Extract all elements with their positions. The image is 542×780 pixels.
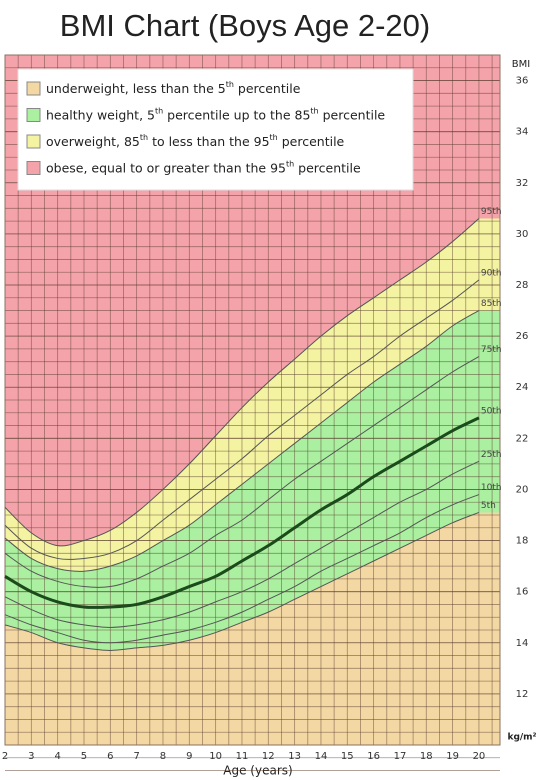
plot-frame: [4, 54, 501, 746]
legend-swatch: [26, 134, 41, 149]
y-tick-label: 16: [516, 587, 529, 598]
x-tick-label: 17: [394, 751, 407, 762]
percentile-line: [4, 511, 480, 651]
x-tick-label: 20: [473, 751, 486, 762]
chart-title: BMI Chart (Boys Age 2-20): [60, 8, 430, 43]
y-tick-label: 24: [516, 382, 529, 393]
percentile-label: 10th: [481, 483, 502, 493]
x-tick-label: 13: [288, 751, 301, 762]
percentile-label: 75th: [481, 345, 502, 355]
x-tick-label: 10: [209, 751, 222, 762]
legend-entry: underweight, less than the 5th percentil…: [46, 80, 301, 96]
x-tick-label: 4: [54, 751, 60, 762]
legend: underweight, less than the 5th percentil…: [17, 68, 414, 191]
y-tick-label: 36: [516, 76, 529, 87]
percentile-label: 50th: [481, 406, 502, 416]
percentile-line: [4, 494, 480, 644]
y-tick-label: 18: [516, 536, 529, 547]
y-axis-unit: kg/m²: [507, 733, 536, 743]
legend-swatch: [26, 108, 41, 122]
x-tick-label: 11: [236, 751, 249, 762]
x-tick-label: 5: [81, 751, 87, 762]
percentile-label: 95th: [481, 207, 502, 217]
x-tick-label: 7: [133, 751, 139, 762]
x-tick-label: 19: [446, 751, 459, 762]
percentile-line: [4, 279, 480, 560]
percentile-label: 85th: [481, 299, 502, 309]
y-tick-label: 22: [516, 433, 529, 444]
y-tick-label: 26: [516, 331, 529, 342]
percentile-line: [4, 416, 480, 609]
x-tick-label: 18: [420, 751, 433, 762]
percentile-line: [4, 356, 480, 588]
y-tick-label: 28: [516, 280, 529, 291]
y-axis-label: BMI: [512, 59, 530, 70]
y-tick-label: 34: [516, 127, 529, 138]
zone-fill: [5, 512, 500, 745]
zone-fill: [5, 218, 500, 572]
x-tick-label: 6: [107, 751, 113, 762]
legend-swatch: [26, 81, 41, 96]
legend-entry: obese, equal to or greater than the 95th…: [46, 160, 361, 176]
percentile-line: [4, 310, 480, 572]
y-tick-label: 32: [516, 178, 529, 189]
x-tick-label: 3: [28, 751, 34, 762]
y-tick-label: 20: [516, 484, 529, 495]
x-tick-label: 12: [262, 751, 275, 762]
x-tick-label: 14: [315, 751, 328, 762]
x-tick-label: 15: [341, 751, 354, 762]
legend-box: [17, 68, 414, 191]
legend-swatch: [26, 161, 41, 175]
percentile-line: [4, 460, 480, 628]
percentile-label: 5th: [481, 501, 496, 511]
legend-entry: overweight, 85th to less than the 95th p…: [46, 133, 345, 149]
y-tick-label: 12: [516, 689, 529, 700]
x-tick-label: 2: [2, 751, 8, 762]
zone-fill: [5, 310, 500, 651]
x-tick-label: 16: [367, 751, 380, 762]
x-tick-label: 9: [186, 751, 192, 762]
percentile-line: [4, 218, 480, 547]
y-tick-label: 30: [516, 229, 529, 240]
y-tick-label: 14: [516, 638, 529, 649]
x-tick-label: 8: [160, 751, 166, 762]
legend-entry: healthy weight, 5th percentile up to the…: [46, 107, 385, 123]
percentile-label: 25th: [481, 450, 502, 460]
percentile-label: 90th: [481, 268, 502, 278]
